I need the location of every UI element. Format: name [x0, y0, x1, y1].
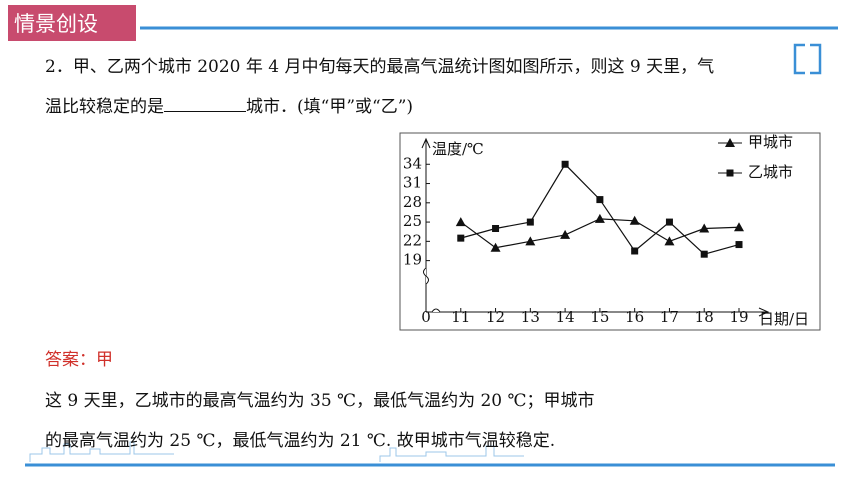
question-text: 温比较稳定的是 [45, 97, 164, 117]
answer-line: 这 9 天里，乙城市的最高气温约为 35 ℃，最低气温约为 20 ℃；甲城市 [45, 391, 595, 411]
marker [664, 236, 675, 246]
series-line [460, 163, 740, 255]
marker [734, 222, 744, 232]
x-tick-label: 16 [625, 308, 644, 326]
answer-line: 的最高气温约为 25 ℃，最低气温约为 21 ℃. 故甲城市气温较稳定. [45, 431, 556, 451]
chart-frame [399, 132, 821, 331]
x-tick-label: 15 [590, 308, 609, 326]
marker [735, 241, 743, 249]
header-title: 情景创设 [14, 12, 98, 36]
skyline [29, 441, 524, 462]
bracket [793, 43, 822, 75]
x-tick-label: 18 [695, 308, 714, 326]
question-text: 城市．(填“甲”或“乙”) [246, 97, 414, 117]
y-tick-label: 22 [403, 231, 422, 249]
series-line [460, 218, 740, 249]
legend-label: 乙城市 [748, 163, 793, 181]
marker [492, 225, 500, 232]
marker [526, 218, 534, 226]
axis-break [431, 308, 441, 313]
x-tick-label: 13 [521, 308, 540, 326]
axis-break [423, 267, 429, 285]
x-tick-label: 12 [486, 308, 505, 326]
y-tick-label: 34 [403, 154, 422, 172]
x-tick-label: 17 [660, 308, 679, 326]
x-arrow [758, 307, 770, 317]
y-tick-label: 19 [403, 251, 422, 269]
y-tick-label: 28 [403, 193, 422, 211]
marker [455, 217, 466, 227]
marker [726, 169, 734, 177]
marker [631, 247, 639, 255]
y-tick-label: 31 [403, 174, 422, 192]
marker [561, 160, 569, 168]
answer-title: 答案：甲 [45, 350, 113, 370]
marker [725, 138, 735, 147]
blank [164, 95, 246, 112]
legend-label: 甲城市 [748, 133, 793, 151]
marker [594, 213, 605, 223]
marker [457, 234, 465, 242]
y-arrow [421, 137, 431, 149]
marker [699, 223, 710, 233]
marker [560, 229, 571, 239]
x-tick-label: 14 [556, 308, 575, 326]
question-line: 温比较稳定的是 城市．(填“甲”或“乙”) [45, 92, 413, 117]
question-line: 2．甲、乙两个城市 2020 年 4 月中旬每天的最高气温统计图如图所示，则这 … [45, 57, 715, 77]
marker [700, 250, 708, 258]
marker [596, 196, 604, 204]
origin-label: 0 [421, 308, 431, 326]
marker [665, 218, 673, 226]
marker [525, 236, 536, 246]
header-box [8, 5, 136, 41]
y-tick-label: 25 [403, 212, 422, 230]
marker [490, 242, 501, 252]
x-tick-label: 19 [729, 308, 748, 326]
y-axis-label: 温度/℃ [432, 140, 484, 158]
x-tick-label: 11 [451, 308, 470, 326]
x-axis-label: 日期/日 [759, 310, 809, 328]
marker [629, 215, 640, 225]
